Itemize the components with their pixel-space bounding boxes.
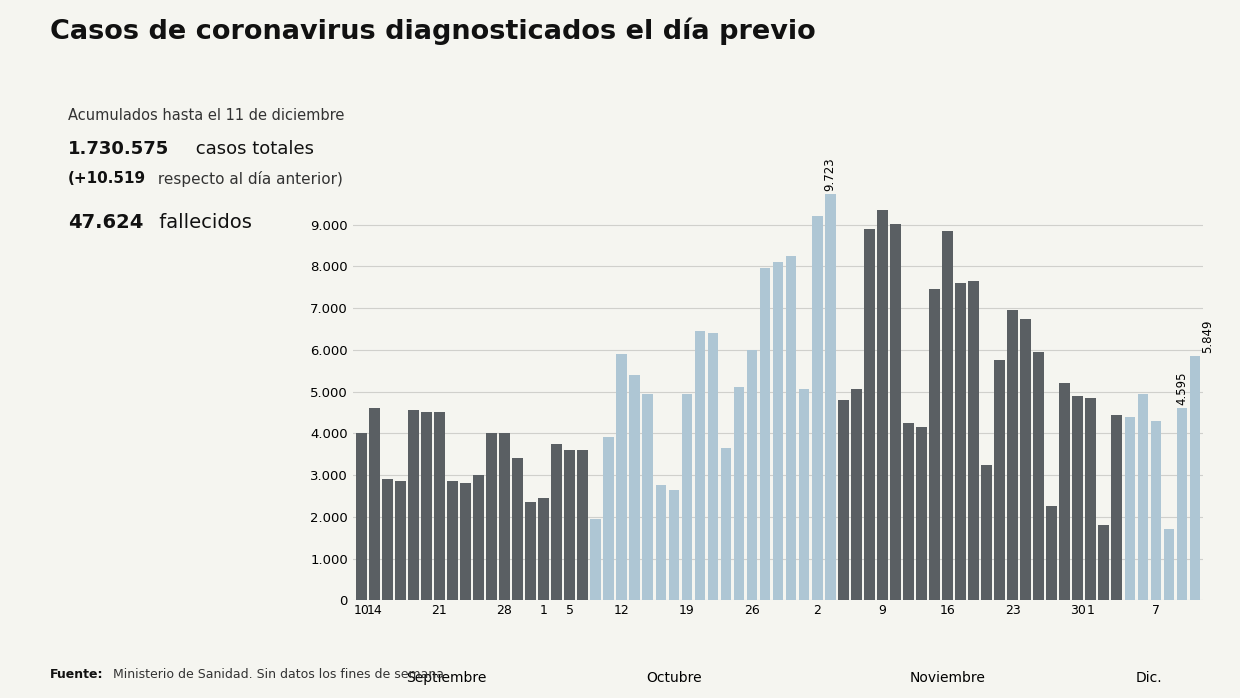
Bar <box>538 498 549 600</box>
Text: Ministerio de Sanidad. Sin datos los fines de semana: Ministerio de Sanidad. Sin datos los fin… <box>109 667 444 681</box>
Bar <box>1099 525 1109 600</box>
Bar <box>981 465 992 600</box>
Text: Acumulados hasta el 11 de diciembre: Acumulados hasta el 11 de diciembre <box>68 108 345 123</box>
Bar <box>720 448 732 600</box>
Text: 4.595: 4.595 <box>1176 371 1188 405</box>
Bar <box>942 231 952 600</box>
Bar <box>682 394 692 600</box>
Bar <box>448 482 458 600</box>
Bar <box>1163 529 1174 600</box>
Bar <box>1177 408 1187 600</box>
Bar <box>396 482 405 600</box>
Bar <box>460 484 471 600</box>
Bar <box>708 333 718 600</box>
Bar <box>500 433 510 600</box>
Bar <box>825 195 836 600</box>
Bar <box>656 486 666 600</box>
Bar <box>590 519 601 600</box>
Bar <box>552 444 562 600</box>
Bar <box>1047 506 1056 600</box>
Bar <box>1137 394 1148 600</box>
Bar <box>422 413 432 600</box>
Bar <box>877 210 888 600</box>
Bar <box>370 408 379 600</box>
Bar <box>616 354 627 600</box>
Bar <box>434 413 445 600</box>
Bar <box>1111 415 1122 600</box>
Text: 5.849: 5.849 <box>1202 319 1214 352</box>
Text: 47.624: 47.624 <box>68 213 144 232</box>
Bar <box>578 450 588 600</box>
Bar <box>968 281 978 600</box>
Bar <box>1085 398 1096 600</box>
Bar <box>1059 383 1070 600</box>
Bar <box>1021 318 1030 600</box>
Bar <box>1007 310 1018 600</box>
Text: respecto al día anterior): respecto al día anterior) <box>153 171 342 187</box>
Bar <box>486 433 497 600</box>
Text: 1.730.575: 1.730.575 <box>68 140 170 158</box>
Text: 9.723: 9.723 <box>823 158 837 191</box>
Bar <box>812 216 822 600</box>
Bar <box>1033 352 1044 600</box>
Bar <box>760 269 770 600</box>
Text: Octubre: Octubre <box>646 671 702 685</box>
Bar <box>694 331 706 600</box>
Bar <box>526 502 536 600</box>
Bar <box>604 438 614 600</box>
Text: fallecidos: fallecidos <box>153 213 252 232</box>
Text: Septiembre: Septiembre <box>405 671 486 685</box>
Bar <box>903 423 914 600</box>
Bar <box>799 389 810 600</box>
Bar <box>955 283 966 600</box>
Bar <box>890 224 900 600</box>
Bar <box>408 410 419 600</box>
Bar <box>746 350 758 600</box>
Bar <box>512 459 523 600</box>
Bar <box>382 480 393 600</box>
Bar <box>838 400 848 600</box>
Bar <box>564 450 575 600</box>
Bar <box>1189 356 1200 600</box>
Bar <box>994 360 1004 600</box>
Bar <box>630 375 640 600</box>
Bar <box>734 387 744 600</box>
Text: Dic.: Dic. <box>1136 671 1163 685</box>
Bar <box>864 229 874 600</box>
Text: Noviembre: Noviembre <box>909 671 986 685</box>
Bar <box>356 433 367 600</box>
Bar <box>773 262 784 600</box>
Text: Casos de coronavirus diagnosticados el día previo: Casos de coronavirus diagnosticados el d… <box>50 17 816 45</box>
Text: casos totales: casos totales <box>190 140 314 158</box>
Bar <box>929 289 940 600</box>
Bar <box>1125 417 1135 600</box>
Bar <box>668 490 680 600</box>
Bar <box>1073 396 1083 600</box>
Bar <box>642 394 653 600</box>
Bar <box>851 389 862 600</box>
Bar <box>916 427 926 600</box>
Text: (+10.519: (+10.519 <box>68 171 146 186</box>
Text: Fuente:: Fuente: <box>50 667 103 681</box>
Bar <box>786 256 796 600</box>
Bar <box>1151 421 1161 600</box>
Bar <box>474 475 484 600</box>
